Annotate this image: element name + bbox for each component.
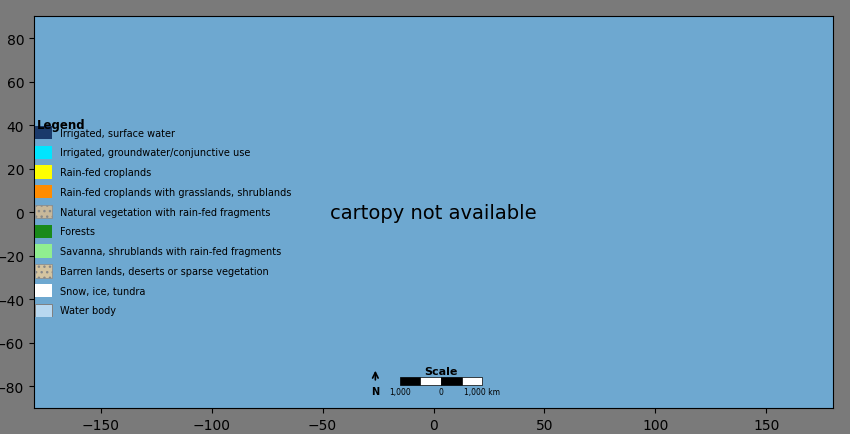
Bar xyxy=(36,186,52,199)
Text: Rain-fed croplands with grasslands, shrublands: Rain-fed croplands with grasslands, shru… xyxy=(60,187,292,197)
Text: 1,000 km: 1,000 km xyxy=(464,387,501,396)
Bar xyxy=(36,127,52,140)
Text: N: N xyxy=(371,386,379,396)
Text: 1,000: 1,000 xyxy=(389,387,411,396)
Text: Irrigated, groundwater/conjunctive use: Irrigated, groundwater/conjunctive use xyxy=(60,148,251,158)
Text: Barren lands, deserts or sparse vegetation: Barren lands, deserts or sparse vegetati… xyxy=(60,266,269,276)
Text: cartopy not available: cartopy not available xyxy=(330,203,537,222)
Text: Legend: Legend xyxy=(37,119,86,132)
Text: Forests: Forests xyxy=(60,227,95,237)
Bar xyxy=(36,265,52,278)
Text: Scale: Scale xyxy=(424,366,458,376)
Bar xyxy=(36,225,52,238)
Bar xyxy=(421,377,441,385)
Bar xyxy=(462,377,483,385)
Bar xyxy=(36,245,52,258)
Bar xyxy=(36,146,52,160)
Bar xyxy=(36,166,52,179)
Text: Water body: Water body xyxy=(60,306,116,316)
Text: Rain-fed croplands: Rain-fed croplands xyxy=(60,168,151,178)
Bar xyxy=(441,377,462,385)
Bar xyxy=(400,377,421,385)
Bar xyxy=(36,284,52,298)
Bar xyxy=(36,304,52,317)
Text: Savanna, shrublands with rain-fed fragments: Savanna, shrublands with rain-fed fragme… xyxy=(60,247,281,256)
Text: 0: 0 xyxy=(439,387,444,396)
Text: Natural vegetation with rain-fed fragments: Natural vegetation with rain-fed fragmen… xyxy=(60,207,270,217)
Text: Irrigated, surface water: Irrigated, surface water xyxy=(60,128,175,138)
Bar xyxy=(36,205,52,219)
Text: Snow, ice, tundra: Snow, ice, tundra xyxy=(60,286,145,296)
